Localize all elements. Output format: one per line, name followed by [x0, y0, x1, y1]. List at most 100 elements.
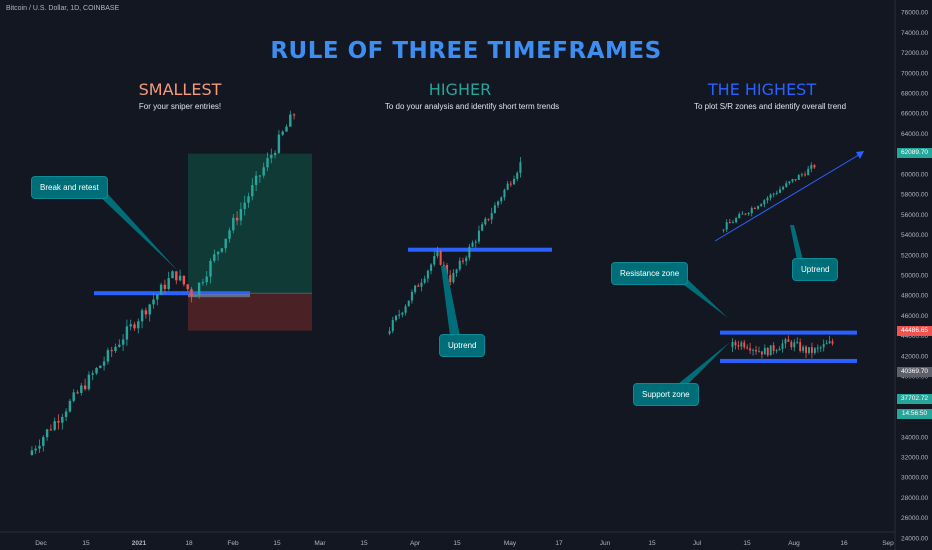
candle-body [45, 429, 49, 438]
x-tick-label: 18 [185, 540, 193, 547]
candle-body [426, 270, 429, 279]
candle-body [790, 341, 793, 348]
candle-body [487, 218, 490, 220]
candle-body [753, 208, 756, 210]
candle-body [64, 411, 68, 418]
candle-body [254, 175, 258, 186]
x-tick-label: 15 [453, 540, 461, 547]
candle-body [493, 205, 496, 214]
symbol-label: Bitcoin / U.S. Dollar, 1D, COINBASE [6, 5, 120, 12]
candle-body [99, 365, 102, 369]
price-tag: 62089.70 [897, 147, 932, 158]
candle-body [804, 174, 807, 176]
candle-body [228, 230, 231, 239]
candle-body [813, 165, 816, 168]
candle-body [410, 291, 413, 301]
candle-body [285, 126, 288, 132]
candle-body [725, 222, 728, 230]
callout-break-and-retest[interactable]: Break and retest [31, 176, 108, 199]
candle-body [178, 275, 182, 281]
callout-support-zone[interactable]: Support zone [633, 383, 699, 406]
candle-body [118, 344, 121, 347]
candle-body [734, 342, 737, 346]
candle-body [72, 392, 75, 401]
candle-body [209, 260, 212, 277]
callout-uptrend-highest[interactable]: Uptrend [792, 258, 839, 281]
x-tick-label: 15 [360, 540, 368, 547]
candle-body [468, 246, 471, 258]
y-tick-label: 50000.00 [901, 273, 928, 280]
timeframe-subtitle-smallest: For your sniper entries! [138, 102, 222, 111]
candle-body [87, 374, 91, 390]
candle-body [513, 178, 516, 185]
candle-body [731, 342, 734, 348]
candle-body [788, 181, 791, 184]
candle-body [477, 230, 480, 242]
candle-body [398, 314, 401, 316]
y-tick-label: 46000.00 [901, 313, 928, 320]
candle-body [159, 284, 163, 295]
candle-body [772, 345, 775, 351]
price-tag: 44486.65 [897, 325, 932, 336]
candle-body [755, 349, 757, 352]
page-title: RULE OF THREE TIMEFRAMES [270, 38, 662, 64]
candle-body [497, 201, 500, 206]
candle-body [436, 250, 439, 257]
x-tick-label: 15 [743, 540, 751, 547]
candle-body [102, 361, 106, 366]
candle-body [175, 271, 178, 281]
candle-body [417, 285, 420, 287]
candle-body [758, 351, 760, 353]
y-tick-label: 26000.00 [901, 515, 928, 522]
candle-body [243, 202, 246, 210]
candle-body [38, 445, 41, 449]
y-tick-label: 24000.00 [901, 535, 928, 542]
retest-marker [188, 294, 250, 298]
callout-resistance-zone[interactable]: Resistance zone [611, 262, 689, 285]
candle-body [391, 320, 394, 332]
candle-body [201, 282, 205, 284]
y-tick-label: 70000.00 [901, 70, 928, 77]
candle-body [53, 421, 56, 430]
candle-body [808, 347, 810, 353]
candle-body [137, 321, 140, 329]
candle-body [430, 264, 433, 271]
candle-body [235, 217, 239, 221]
x-tick-label: Mar [314, 540, 326, 547]
candle-body [825, 343, 828, 345]
candle-body [787, 339, 790, 342]
candle-body [30, 450, 34, 455]
price-tag: 37702.72 [897, 394, 932, 405]
candle-body [190, 289, 193, 297]
x-tick-label: 2021 [132, 540, 147, 547]
candle-body [110, 350, 113, 352]
candle-body [763, 200, 766, 205]
candle-body [744, 213, 747, 215]
candle-body [769, 194, 772, 198]
candle-body [270, 154, 273, 159]
candle-body [292, 114, 296, 116]
candle-body [763, 347, 766, 355]
candle-body [784, 339, 787, 344]
y-tick-label: 44000.00 [901, 333, 928, 340]
candle-body [796, 342, 799, 344]
candle-body [277, 134, 281, 153]
x-tick-label: Feb [227, 540, 239, 547]
timeframe-subtitle-highest: To plot S/R zones and identify overall t… [693, 102, 847, 111]
candle-body [407, 300, 410, 307]
candle-body [61, 417, 64, 423]
candle-body [800, 174, 803, 176]
candle-body [388, 331, 391, 334]
candle-body [262, 167, 265, 176]
y-tick-label: 28000.00 [901, 495, 928, 502]
callout-uptrend-higher[interactable]: Uptrend [439, 334, 486, 357]
candle-body [503, 189, 506, 198]
candle-body [251, 185, 254, 197]
price-tag: 40369.70 [897, 367, 932, 378]
candle-body [791, 179, 794, 182]
y-tick-label: 72000.00 [901, 50, 928, 57]
candle-body [289, 114, 292, 127]
candle-body [509, 183, 512, 185]
y-tick-label: 34000.00 [901, 434, 928, 441]
